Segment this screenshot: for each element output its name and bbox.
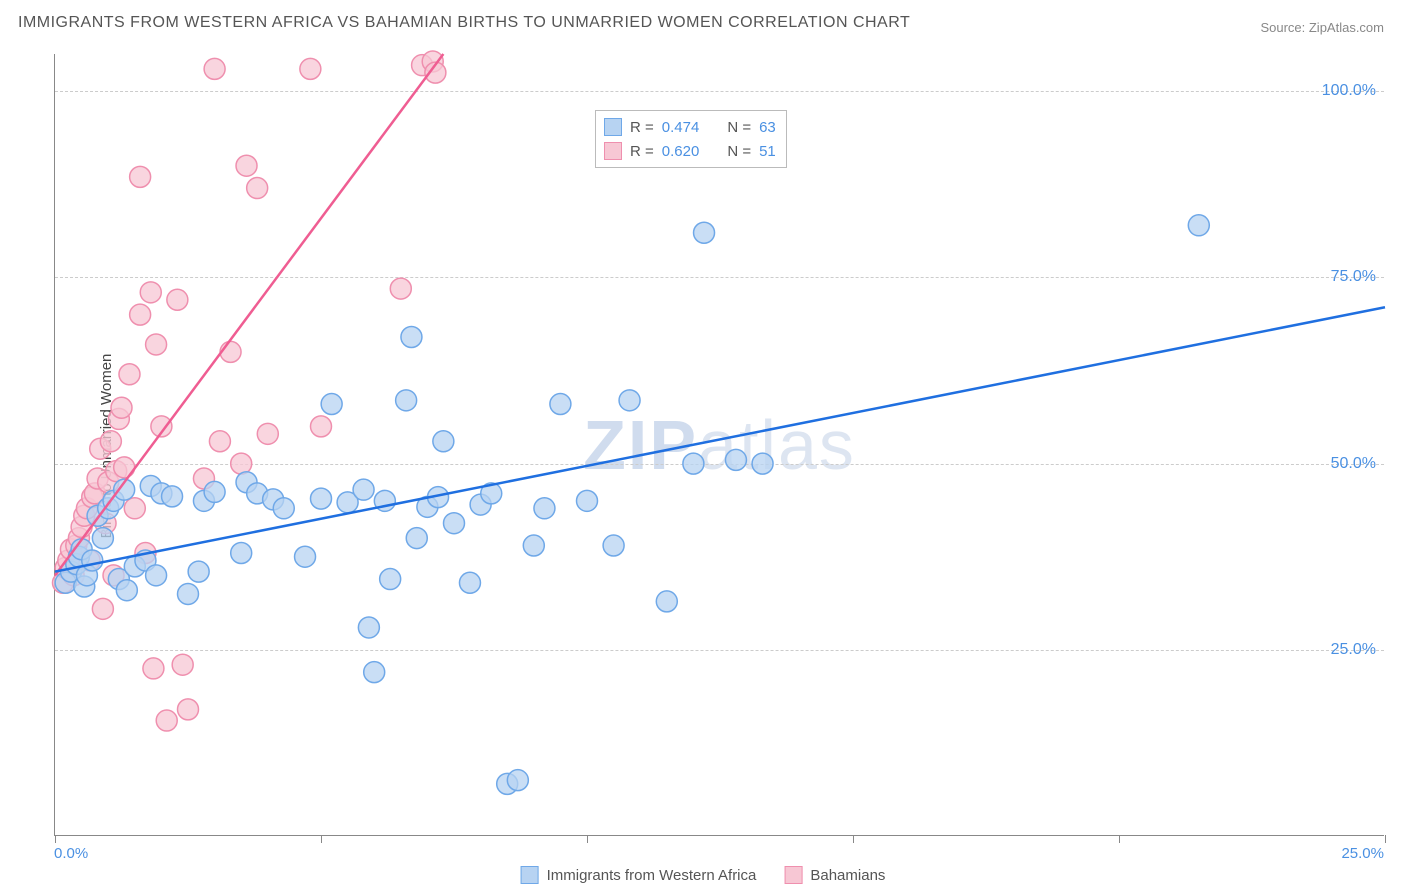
series2-point xyxy=(231,453,252,474)
series2-point xyxy=(146,334,167,355)
stats-legend-row-2: R = 0.620 N = 51 xyxy=(604,139,776,163)
series2-point xyxy=(311,416,332,437)
source-attribution: Source: ZipAtlas.com xyxy=(1260,20,1384,35)
n-value-1: 63 xyxy=(759,119,776,136)
n-value-2: 51 xyxy=(759,143,776,160)
series1-point xyxy=(295,546,316,567)
swatch-series1-bottom xyxy=(521,866,539,884)
series2-point xyxy=(119,364,140,385)
series1-point xyxy=(231,542,252,563)
series1-point xyxy=(433,431,454,452)
swatch-series2 xyxy=(604,142,622,160)
chart-title: IMMIGRANTS FROM WESTERN AFRICA VS BAHAMI… xyxy=(18,14,910,32)
legend-item-series1: Immigrants from Western Africa xyxy=(521,866,757,884)
series1-point xyxy=(619,390,640,411)
series1-point xyxy=(321,394,342,415)
series1-point xyxy=(725,449,746,470)
source-link[interactable]: ZipAtlas.com xyxy=(1309,20,1384,35)
series2-point xyxy=(92,598,113,619)
r-label-1: R = xyxy=(630,119,654,136)
y-tick-label: 100.0% xyxy=(1322,82,1376,100)
series1-point xyxy=(534,498,555,519)
series2-point xyxy=(140,282,161,303)
series1-point xyxy=(364,662,385,683)
series2-point xyxy=(100,431,121,452)
y-tick-label: 75.0% xyxy=(1331,268,1376,286)
x-tick xyxy=(321,835,322,843)
r-label-2: R = xyxy=(630,143,654,160)
n-label-2: N = xyxy=(727,143,751,160)
swatch-series2-bottom xyxy=(784,866,802,884)
series2-point xyxy=(209,431,230,452)
series2-point xyxy=(167,289,188,310)
series2-point xyxy=(111,397,132,418)
source-prefix: Source: xyxy=(1260,20,1308,35)
r-value-1: 0.474 xyxy=(662,119,700,136)
series2-point xyxy=(220,341,241,362)
series2-point xyxy=(178,699,199,720)
series1-point xyxy=(444,513,465,534)
n-label-1: N = xyxy=(727,119,751,136)
x-tick xyxy=(1385,835,1386,843)
series2-point xyxy=(156,710,177,731)
series1-point xyxy=(507,770,528,791)
series2-point xyxy=(130,166,151,187)
series1-point xyxy=(1188,215,1209,236)
series1-point xyxy=(82,550,103,571)
x-tick-label-start: 0.0% xyxy=(54,845,88,862)
series1-point xyxy=(550,394,571,415)
series2-point xyxy=(247,178,268,199)
series1-point xyxy=(694,222,715,243)
series1-point xyxy=(406,528,427,549)
chart-svg xyxy=(55,54,1384,835)
scatter-plot-area: ZIPatlas 25.0%50.0%75.0%100.0% R = 0.474… xyxy=(54,54,1384,836)
series1-point xyxy=(358,617,379,638)
series1-point xyxy=(380,569,401,590)
y-tick-label: 25.0% xyxy=(1331,641,1376,659)
series1-point xyxy=(311,488,332,509)
series1-point xyxy=(603,535,624,556)
series2-point xyxy=(143,658,164,679)
series1-point xyxy=(188,561,209,582)
series2-point xyxy=(257,423,278,444)
series1-point xyxy=(92,528,113,549)
series1-point xyxy=(752,453,773,474)
series1-point xyxy=(162,486,183,507)
series2-point xyxy=(204,58,225,79)
bottom-legend: Immigrants from Western Africa Bahamians xyxy=(521,866,886,884)
r-value-2: 0.620 xyxy=(662,143,700,160)
series1-point xyxy=(459,572,480,593)
legend-label-series1: Immigrants from Western Africa xyxy=(547,867,757,884)
x-tick xyxy=(587,835,588,843)
series2-point xyxy=(130,304,151,325)
series1-point xyxy=(116,580,137,601)
series2-point xyxy=(172,654,193,675)
series1-point xyxy=(523,535,544,556)
series2-point xyxy=(390,278,411,299)
x-tick xyxy=(55,835,56,843)
series1-point xyxy=(273,498,294,519)
stats-legend: R = 0.474 N = 63 R = 0.620 N = 51 xyxy=(595,110,787,168)
swatch-series1 xyxy=(604,118,622,136)
y-tick-label: 50.0% xyxy=(1331,455,1376,473)
series1-point xyxy=(204,481,225,502)
series2-point xyxy=(236,155,257,176)
series2-point xyxy=(300,58,321,79)
series1-point xyxy=(353,479,374,500)
series1-point xyxy=(656,591,677,612)
stats-legend-row-1: R = 0.474 N = 63 xyxy=(604,115,776,139)
x-tick-label-end: 25.0% xyxy=(1341,845,1384,862)
x-tick xyxy=(1119,835,1120,843)
series1-point xyxy=(146,565,167,586)
series1-point xyxy=(178,583,199,604)
legend-item-series2: Bahamians xyxy=(784,866,885,884)
x-tick xyxy=(853,835,854,843)
series1-point xyxy=(396,390,417,411)
legend-label-series2: Bahamians xyxy=(810,867,885,884)
series1-trendline xyxy=(55,307,1385,571)
series1-point xyxy=(577,490,598,511)
series2-point xyxy=(124,498,145,519)
series1-point xyxy=(683,453,704,474)
series1-point xyxy=(401,327,422,348)
